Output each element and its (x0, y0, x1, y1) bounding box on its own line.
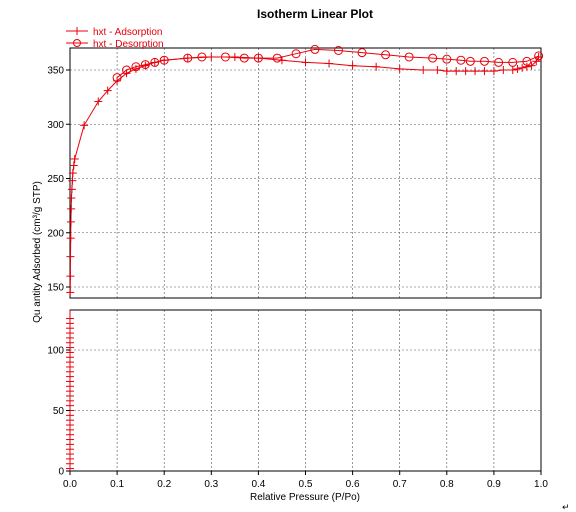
y-tick-label: 350 (47, 66, 64, 77)
data-point (66, 252, 75, 261)
data-point (67, 185, 76, 194)
data-point (80, 121, 89, 130)
y-tick-label: 200 (47, 228, 64, 239)
legend-adsorption-label: hxt - Adsorption (93, 27, 162, 38)
data-point (66, 288, 75, 297)
data-point (518, 63, 527, 72)
data-point (239, 53, 249, 63)
data-point (197, 52, 207, 62)
data-point (508, 57, 518, 67)
data-point (534, 51, 544, 61)
data-point (94, 97, 103, 106)
data-point (301, 58, 310, 67)
series-adsorption (66, 52, 543, 473)
data-point (433, 66, 442, 74)
data-point (277, 56, 286, 65)
data-point (291, 49, 301, 59)
x-tick-label: 0.1 (110, 479, 124, 490)
x-tick-label: 0.2 (157, 479, 171, 490)
data-point (112, 73, 122, 83)
data-point (419, 66, 428, 74)
legend-desorption-label: hxt - Desorption (93, 39, 164, 50)
data-point (471, 67, 480, 76)
y-tick-label: 0 (58, 467, 64, 478)
data-point (494, 57, 504, 67)
y-tick-label: 250 (47, 174, 64, 185)
data-point (348, 61, 357, 70)
data-point (159, 55, 169, 65)
data-point (381, 50, 391, 60)
legend-desorption-marker (73, 39, 81, 47)
data-point (183, 53, 193, 63)
series-desorption (112, 44, 544, 83)
data-point (325, 59, 334, 68)
return-glyph: ↵ (562, 503, 570, 512)
data-point (395, 64, 404, 73)
data-point (66, 272, 75, 281)
x-tick-label: 0.5 (299, 479, 313, 490)
y-axis-label: Qu antity Adsorbed (cm³/g STP) (32, 181, 43, 323)
data-point (513, 64, 522, 73)
data-point (522, 56, 532, 66)
data-point (310, 44, 320, 54)
x-tick-label: 0.0 (63, 479, 77, 490)
data-point (66, 314, 74, 323)
tick-layer: 150 200 250 300 350 0 50 100 0.0 0.1 0.2 0.3 0.4 0.5 0… (47, 66, 548, 491)
data-point (532, 57, 541, 66)
x-axis-label: Relative Pressure (P/Po) (250, 492, 360, 503)
data-point (131, 62, 141, 72)
data-point (67, 194, 76, 203)
x-tick-label: 0.4 (251, 479, 265, 490)
x-tick-label: 0.6 (346, 479, 360, 490)
data-point (67, 204, 76, 213)
data-point (479, 56, 489, 66)
data-point (461, 67, 470, 76)
data-point (499, 66, 508, 74)
series-layer (66, 44, 544, 473)
data-point (66, 234, 75, 243)
x-tick-label: 0.3 (204, 479, 218, 490)
data-point (522, 62, 531, 71)
data-point (442, 67, 451, 76)
data-point (442, 54, 452, 64)
data-point (103, 86, 112, 95)
x-tick-label: 0.9 (487, 479, 501, 490)
data-point (333, 45, 343, 55)
series-line (116, 48, 539, 78)
data-point (404, 52, 414, 62)
x-tick-label: 0.8 (440, 479, 454, 490)
grid-layer (70, 48, 541, 471)
data-point (69, 161, 78, 170)
y-tick-label: 150 (47, 283, 64, 294)
data-point (140, 60, 150, 70)
data-point (70, 154, 79, 163)
data-point (465, 56, 475, 66)
data-point (66, 217, 75, 226)
data-point (253, 53, 263, 63)
data-point (272, 53, 282, 63)
x-tick-label: 0.7 (393, 479, 407, 490)
series-line (69, 56, 540, 293)
chart-title: Isotherm Linear Plot (257, 7, 373, 21)
data-point (357, 48, 367, 58)
data-point (456, 55, 466, 65)
data-point (480, 67, 489, 76)
data-point (428, 53, 438, 63)
data-point (372, 62, 381, 71)
data-point (489, 67, 498, 76)
data-point (508, 66, 517, 74)
data-point (68, 176, 77, 185)
data-point (150, 57, 160, 67)
y-tick-label: 50 (53, 406, 65, 417)
x-tick-label: 1.0 (534, 479, 548, 490)
y-tick-label: 300 (47, 120, 64, 131)
data-point (68, 169, 77, 178)
y-tick-label: 100 (47, 346, 64, 357)
data-point (527, 61, 536, 70)
data-point (220, 52, 230, 62)
legend: hxt - Adsorption hxt - Desorption (66, 27, 164, 50)
data-point (452, 67, 461, 76)
data-point (122, 65, 132, 75)
